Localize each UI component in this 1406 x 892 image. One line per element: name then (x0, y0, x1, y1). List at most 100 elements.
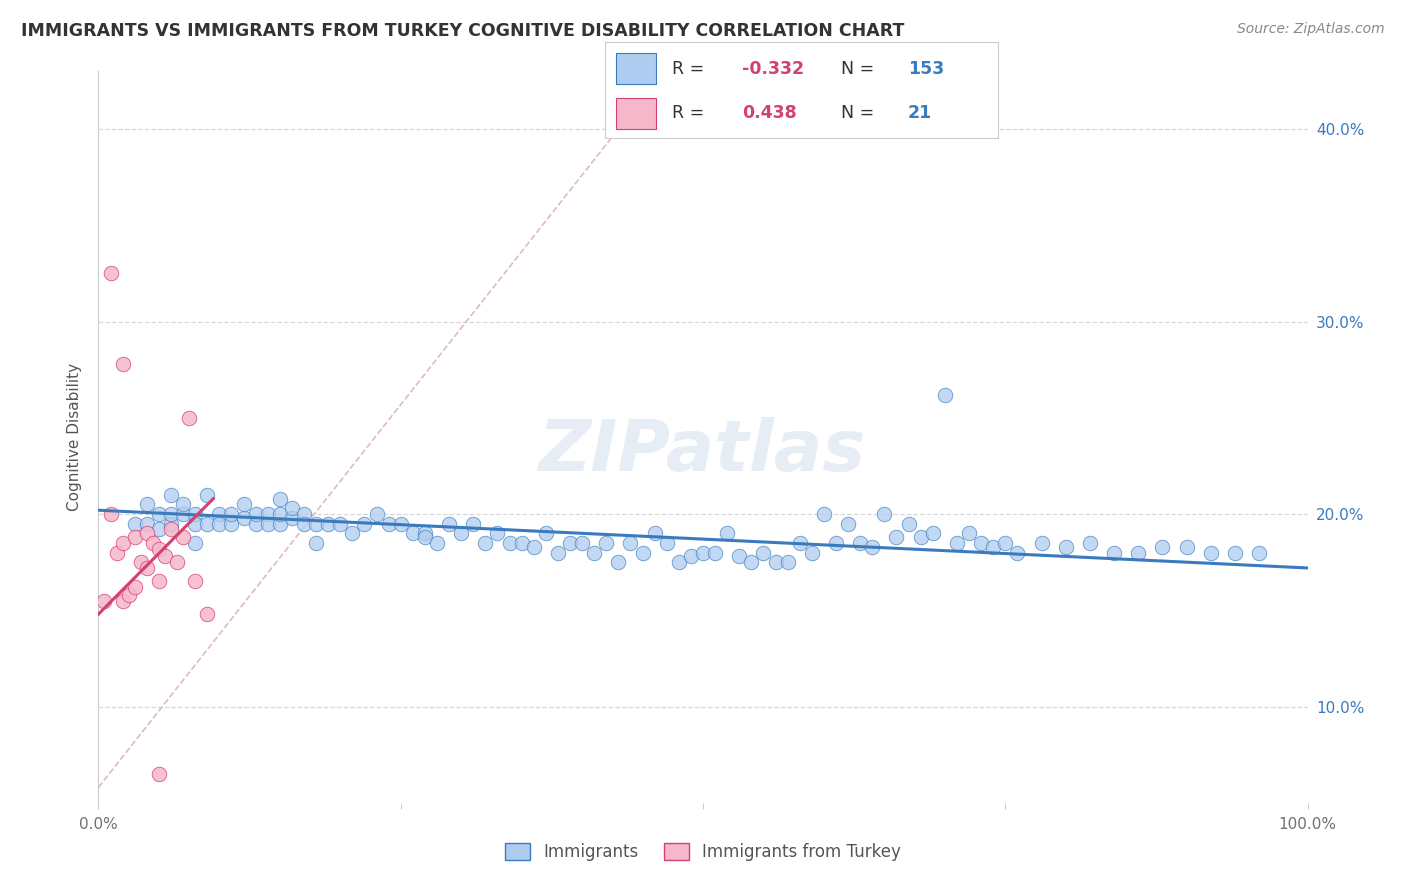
Point (523, 540, 546, 554)
Text: 0.438: 0.438 (742, 104, 797, 122)
Point (486, 526, 509, 541)
Point (195, 516, 218, 531)
Point (800, 545, 823, 559)
Point (934, 388, 956, 402)
Point (837, 516, 859, 531)
Point (886, 530, 908, 544)
Point (208, 507, 231, 521)
Point (860, 540, 883, 554)
Point (474, 536, 496, 550)
Point (910, 530, 932, 544)
Point (619, 536, 641, 550)
Point (184, 574, 207, 589)
Point (148, 767, 170, 781)
Point (135, 526, 157, 541)
Point (184, 507, 207, 521)
Point (269, 516, 291, 531)
Point (184, 536, 207, 550)
Point (160, 488, 183, 502)
Text: Source: ZipAtlas.com: Source: ZipAtlas.com (1237, 22, 1385, 37)
Point (124, 530, 146, 544)
Point (281, 511, 304, 525)
Point (1199, 545, 1222, 559)
Point (957, 526, 980, 541)
Point (256, 507, 278, 521)
Point (1223, 545, 1246, 559)
Point (547, 545, 569, 559)
Point (221, 516, 243, 531)
Point (655, 536, 678, 550)
Point (166, 555, 188, 569)
Text: R =: R = (672, 60, 709, 78)
Point (172, 530, 194, 544)
Point (111, 357, 134, 371)
Point (1175, 540, 1198, 554)
Point (437, 516, 460, 531)
Point (232, 511, 254, 525)
Point (353, 516, 375, 531)
Point (160, 507, 183, 521)
Point (644, 526, 666, 541)
Point (305, 516, 328, 531)
Point (195, 607, 218, 622)
Point (184, 516, 207, 531)
Point (571, 536, 593, 550)
Point (752, 545, 775, 559)
Point (716, 526, 738, 541)
Point (740, 555, 762, 569)
Point (534, 526, 557, 541)
Point (329, 516, 352, 531)
Text: -0.332: -0.332 (742, 60, 804, 78)
Point (100, 267, 122, 281)
Point (148, 574, 170, 589)
Point (873, 507, 896, 521)
Point (292, 516, 315, 531)
Point (583, 545, 606, 559)
Point (728, 549, 751, 564)
Point (692, 545, 714, 559)
Point (994, 536, 1017, 550)
Point (105, 545, 128, 559)
Point (1128, 545, 1150, 559)
Point (1102, 545, 1125, 559)
Point (776, 555, 799, 569)
Point (245, 507, 267, 521)
Point (148, 507, 170, 521)
Point (498, 536, 520, 550)
Point (1054, 540, 1077, 554)
Point (269, 491, 291, 506)
Text: 153: 153 (908, 60, 943, 78)
Text: IMMIGRANTS VS IMMIGRANTS FROM TURKEY COGNITIVE DISABILITY CORRELATION CHART: IMMIGRANTS VS IMMIGRANTS FROM TURKEY COG… (21, 22, 904, 40)
Point (607, 555, 630, 569)
Text: N =: N = (841, 60, 880, 78)
Point (765, 555, 787, 569)
Point (292, 507, 315, 521)
Point (921, 526, 943, 541)
Text: R =: R = (672, 104, 709, 122)
Point (595, 536, 617, 550)
Point (704, 545, 727, 559)
Point (160, 523, 183, 537)
Point (1031, 536, 1053, 550)
Point (269, 507, 291, 521)
Point (813, 507, 835, 521)
Y-axis label: Cognitive Disability: Cognitive Disability (67, 363, 83, 511)
Point (245, 516, 267, 531)
Point (305, 536, 328, 550)
Point (1249, 545, 1271, 559)
Point (172, 507, 194, 521)
Point (1007, 545, 1029, 559)
Point (342, 526, 364, 541)
Legend: Immigrants, Immigrants from Turkey: Immigrants, Immigrants from Turkey (499, 836, 907, 868)
Point (111, 536, 134, 550)
Point (148, 523, 170, 537)
Point (111, 593, 134, 607)
FancyBboxPatch shape (616, 54, 655, 85)
Point (1078, 536, 1101, 550)
Text: 21: 21 (908, 104, 932, 122)
Point (142, 536, 165, 550)
FancyBboxPatch shape (616, 98, 655, 128)
Point (413, 530, 436, 544)
Point (160, 516, 183, 531)
Point (946, 536, 969, 550)
